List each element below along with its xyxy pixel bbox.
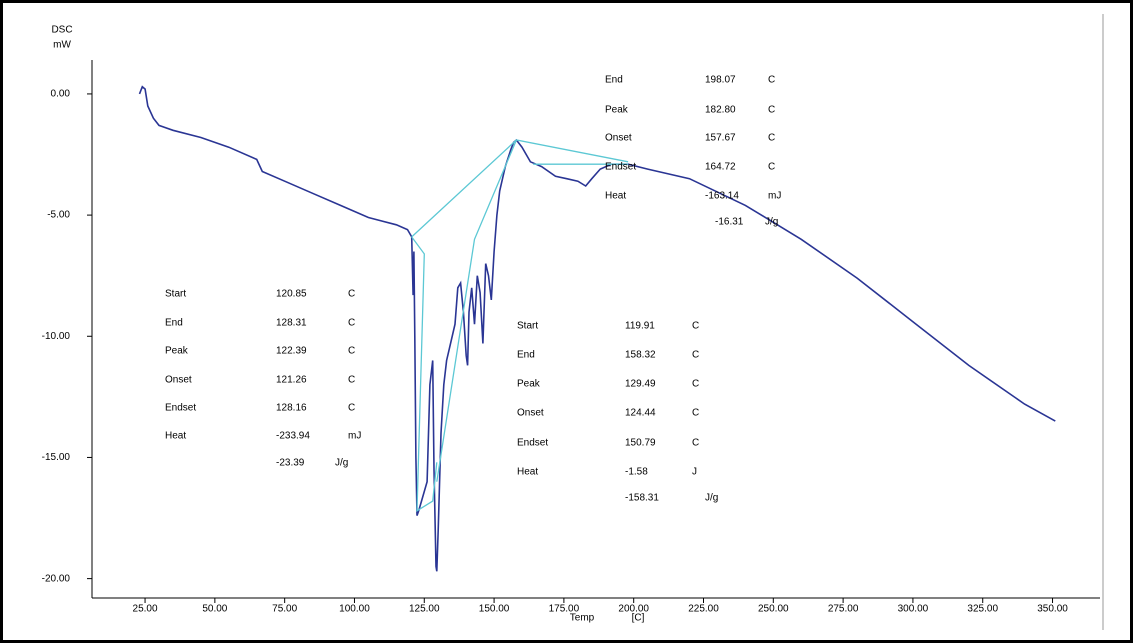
annotation-label: Onset <box>605 133 632 144</box>
annotation-unit: C <box>692 350 699 361</box>
annotation-label: End <box>605 75 623 86</box>
y-tick-label: -5.00 <box>47 210 70 221</box>
x-tick-label: 150.00 <box>479 604 510 615</box>
annotation-value: 122.39 <box>276 346 307 357</box>
annotation-value: 158.32 <box>625 350 656 361</box>
annotation-unit: C <box>768 133 775 144</box>
y-axis-unit: mW <box>53 40 71 51</box>
x-tick-label: 225.00 <box>688 604 719 615</box>
annotation-unit: C <box>692 408 699 419</box>
annotation-unit: C <box>692 321 699 332</box>
annotation-value: 124.44 <box>625 408 656 419</box>
x-tick-label: 325.00 <box>967 604 998 615</box>
x-axis-unit: [C] <box>632 613 645 624</box>
y-tick-label: -15.00 <box>42 452 71 463</box>
annotation-unit: C <box>692 379 699 390</box>
annotation-value: 128.31 <box>276 318 307 329</box>
annotation-label: Onset <box>517 408 544 419</box>
annotation-unit: J <box>692 467 697 478</box>
annotation-value: 119.91 <box>625 321 655 332</box>
annotation-label: Endset <box>165 403 196 414</box>
x-tick-label: 275.00 <box>828 604 859 615</box>
annotation-label: Peak <box>517 379 541 390</box>
annotation-value: 157.67 <box>705 133 736 144</box>
y-axis-label: DSC <box>51 25 72 36</box>
annotation-unit: C <box>768 105 775 116</box>
annotation-label: Endset <box>517 438 548 449</box>
annotation-label: Heat <box>165 431 186 442</box>
x-tick-label: 125.00 <box>409 604 440 615</box>
annotation-value: 182.80 <box>705 105 736 116</box>
x-tick-label: 75.00 <box>272 604 297 615</box>
x-tick-label: 200.00 <box>618 604 649 615</box>
annotation-unit: J/g <box>765 217 778 228</box>
annotation-value: -1.58 <box>625 467 648 478</box>
annotation-label: End <box>517 350 535 361</box>
annotation-value: 120.85 <box>276 289 307 300</box>
y-tick-label: 0.00 <box>51 89 71 100</box>
y-tick-label: -20.00 <box>42 573 71 584</box>
x-axis-label: Temp <box>570 613 595 624</box>
annotation-label: Onset <box>165 375 192 386</box>
x-tick-label: 250.00 <box>758 604 789 615</box>
annotation-unit: mJ <box>768 191 781 202</box>
annotation-unit: C <box>348 289 355 300</box>
annotation-value: -16.31 <box>715 217 744 228</box>
annotation-value: 198.07 <box>705 75 736 86</box>
annotation-value: 150.79 <box>625 438 656 449</box>
annotation-unit: C <box>348 375 355 386</box>
annotation-unit: C <box>692 438 699 449</box>
series-line <box>138 85 1056 572</box>
annotation-value: -163.14 <box>705 191 739 202</box>
annotation-value: -23.39 <box>276 458 305 469</box>
annotation-value: -233.94 <box>276 431 310 442</box>
annotation-unit: C <box>768 162 775 173</box>
annotation-label: Peak <box>605 105 629 116</box>
annotation-value: 128.16 <box>276 403 307 414</box>
x-tick-label: 50.00 <box>202 604 227 615</box>
x-tick-label: 175.00 <box>549 604 580 615</box>
annotation-value: 164.72 <box>705 162 736 173</box>
annotation-value: -158.31 <box>625 493 659 504</box>
annotation-label: Peak <box>165 346 189 357</box>
x-tick-label: 100.00 <box>339 604 370 615</box>
annotation-value: 129.49 <box>625 379 656 390</box>
annotation-label: Heat <box>605 191 626 202</box>
annotation-unit: C <box>348 318 355 329</box>
annotation-unit: mJ <box>348 431 361 442</box>
annotation-label: End <box>165 318 183 329</box>
annotation-unit: J/g <box>335 458 348 469</box>
y-tick-label: -10.00 <box>42 331 71 342</box>
annotation-unit: C <box>348 403 355 414</box>
annotation-label: Endset <box>605 162 636 173</box>
series-line <box>411 139 629 512</box>
annotation-unit: C <box>768 75 775 86</box>
x-tick-label: 25.00 <box>133 604 158 615</box>
x-tick-label: 300.00 <box>898 604 929 615</box>
annotation-unit: C <box>348 346 355 357</box>
annotation-unit: J/g <box>705 493 718 504</box>
annotation-value: 121.26 <box>276 375 307 386</box>
annotation-label: Start <box>517 321 538 332</box>
annotation-label: Heat <box>517 467 538 478</box>
x-tick-label: 350.00 <box>1037 604 1068 615</box>
annotation-label: Start <box>165 289 186 300</box>
